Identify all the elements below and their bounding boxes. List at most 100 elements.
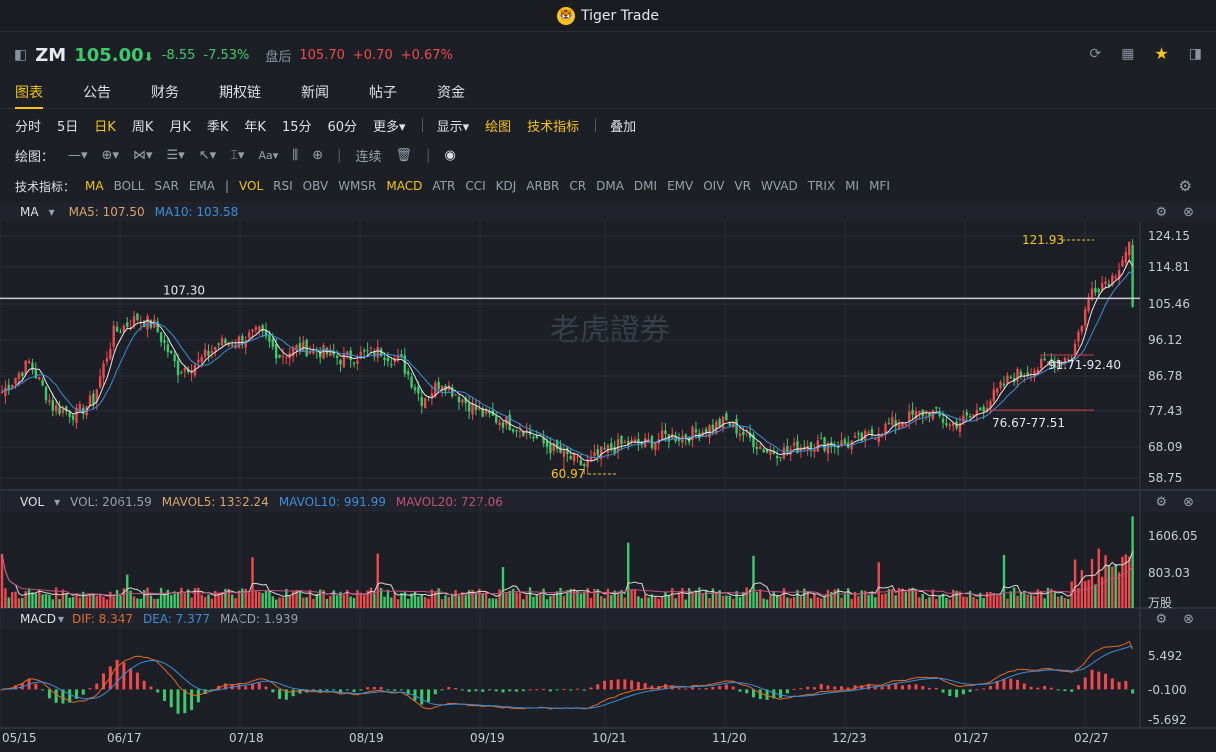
indicator-sar[interactable]: SAR	[154, 179, 179, 193]
overlay-button[interactable]: 叠加	[610, 119, 637, 135]
chevron-down-icon[interactable]: ▾	[57, 612, 65, 626]
candle-body	[566, 447, 569, 455]
period-quarterly[interactable]: 季K	[206, 119, 229, 135]
indicator-obv[interactable]: OBV	[302, 179, 329, 193]
vol-selector[interactable]: VOL	[20, 495, 45, 509]
candle-body	[461, 399, 464, 403]
volume-bar	[1002, 554, 1006, 608]
sidebar-toggle-icon[interactable]: ◨	[1188, 45, 1202, 62]
volume-bar	[166, 589, 170, 608]
volume-bar	[508, 590, 511, 608]
indicator-arbr[interactable]: ARBR	[526, 179, 560, 193]
indicator-vr[interactable]: VR	[734, 179, 751, 193]
quote-bar: ◧ ZM 105.00⬇ -8.55 -7.53% 盘后 105.70 +0.7…	[0, 32, 1216, 78]
line-tool-icon[interactable]: —▾	[68, 147, 88, 163]
close-icon[interactable]: ⊗	[1183, 611, 1194, 627]
period-daily[interactable]: 日K	[94, 119, 116, 135]
period-yearly[interactable]: 年K	[244, 119, 266, 135]
candle-body	[488, 411, 491, 414]
indicator-macd[interactable]: MACD	[386, 179, 423, 193]
indicator-oiv[interactable]: OIV	[703, 179, 725, 193]
continuous-draw-toggle[interactable]: 连续	[355, 149, 382, 165]
volume-bar	[163, 593, 166, 608]
text-tool-icon[interactable]: Aa▾	[258, 148, 279, 162]
channel-tool-icon[interactable]: ☰▾	[166, 147, 185, 163]
macd-histogram-bar	[108, 666, 112, 690]
indicator-ma[interactable]: MA	[85, 179, 104, 193]
volume-bar	[258, 591, 261, 608]
indicator-rsi[interactable]: RSI	[273, 179, 293, 193]
volume-bar	[423, 597, 427, 608]
settings-gear-icon[interactable]: ⚙	[1155, 494, 1168, 510]
volume-bar	[1104, 555, 1107, 608]
candle-body	[884, 423, 887, 435]
price-axis-label: 96.12	[1148, 333, 1182, 347]
close-icon[interactable]: ⊗	[1183, 204, 1194, 220]
indicator-kdj[interactable]: KDJ	[495, 179, 517, 193]
ma-selector[interactable]: MA	[20, 205, 39, 219]
volume-bar	[853, 591, 857, 608]
shape-tool-icon[interactable]: ⊕▾	[101, 147, 119, 163]
indicator-dmi[interactable]: DMI	[633, 179, 658, 193]
macd-histogram-bar	[366, 687, 370, 690]
settings-gear-icon[interactable]: ⚙	[1155, 611, 1168, 627]
tab-chart[interactable]: 图表	[15, 78, 43, 109]
macd-selector[interactable]: MACD	[20, 612, 56, 626]
tab-announcements[interactable]: 公告	[83, 84, 111, 101]
display-dropdown[interactable]: 显示▾	[436, 119, 470, 135]
period-5d[interactable]: 5日	[57, 119, 79, 135]
tab-news[interactable]: 新闻	[301, 84, 329, 101]
tab-posts[interactable]: 帖子	[369, 84, 397, 101]
arrow-tool-icon[interactable]: ↖▾	[198, 147, 217, 163]
chevron-down-icon[interactable]: ▾	[48, 205, 55, 219]
indicator-vol[interactable]: VOL	[239, 179, 264, 193]
period-more-dropdown[interactable]: 更多▾	[373, 119, 406, 135]
period-intraday[interactable]: 分时	[15, 119, 42, 135]
candle-body	[857, 433, 860, 435]
close-icon[interactable]: ⊗	[1183, 494, 1194, 510]
settings-gear-icon[interactable]: ⚙	[1155, 204, 1168, 220]
candle-body	[288, 352, 291, 359]
favorite-star-icon[interactable]: ★	[1154, 44, 1169, 63]
trash-icon[interactable]: 🗑	[395, 147, 413, 163]
settings-gear-icon[interactable]: ⚙	[1178, 177, 1192, 195]
polyline-tool-icon[interactable]: ⋈▾	[132, 147, 153, 163]
chevron-down-icon[interactable]: ▾	[54, 495, 61, 509]
tab-financials[interactable]: 财务	[151, 84, 179, 101]
indicator-ema[interactable]: EMA	[188, 179, 215, 193]
candle-body	[518, 430, 522, 432]
indicator-mi[interactable]: MI	[845, 179, 860, 193]
tech-indicator-toggle[interactable]: 技术指标	[527, 119, 580, 135]
volume-bar	[65, 593, 68, 608]
macd-histogram-bar	[867, 683, 871, 690]
indicator-wmsr[interactable]: WMSR	[338, 179, 377, 193]
indicator-trix[interactable]: TRIX	[807, 179, 836, 193]
indicator-wvad[interactable]: WVAD	[760, 179, 798, 193]
panel-toggle-icon[interactable]: ◧	[14, 47, 28, 63]
period-weekly[interactable]: 周K	[131, 119, 154, 135]
fib-tool-icon[interactable]: ⌶▾	[230, 147, 245, 163]
visibility-eye-icon[interactable]: ◉	[444, 147, 456, 163]
draw-toggle[interactable]: 绘图	[485, 119, 512, 135]
period-monthly[interactable]: 月K	[169, 119, 191, 135]
volume-bar	[952, 589, 955, 608]
indicator-emv[interactable]: EMV	[667, 179, 694, 193]
volume-bar	[728, 595, 731, 608]
tab-capital[interactable]: 资金	[437, 84, 465, 101]
indicator-mfi[interactable]: MFI	[869, 179, 890, 193]
measure-tool-icon[interactable]: ⫼	[292, 147, 299, 163]
indicator-dma[interactable]: DMA	[596, 179, 624, 193]
grid-layout-icon[interactable]: ▦	[1121, 45, 1135, 62]
volume-bar	[403, 592, 407, 608]
indicator-boll[interactable]: BOLL	[113, 179, 145, 193]
indicator-cr[interactable]: CR	[569, 179, 587, 193]
indicator-cci[interactable]: CCI	[465, 179, 486, 193]
macd-histogram-bar	[406, 689, 410, 695]
indicator-atr[interactable]: ATR	[432, 179, 456, 193]
tab-option-chain[interactable]: 期权链	[219, 84, 261, 101]
period-60min[interactable]: 60分	[327, 119, 358, 135]
refresh-icon[interactable]: ⟳	[1089, 45, 1102, 62]
macd-histogram-bar	[785, 689, 789, 694]
zoom-tool-icon[interactable]: ⊕	[312, 147, 324, 163]
period-15min[interactable]: 15分	[281, 119, 312, 135]
